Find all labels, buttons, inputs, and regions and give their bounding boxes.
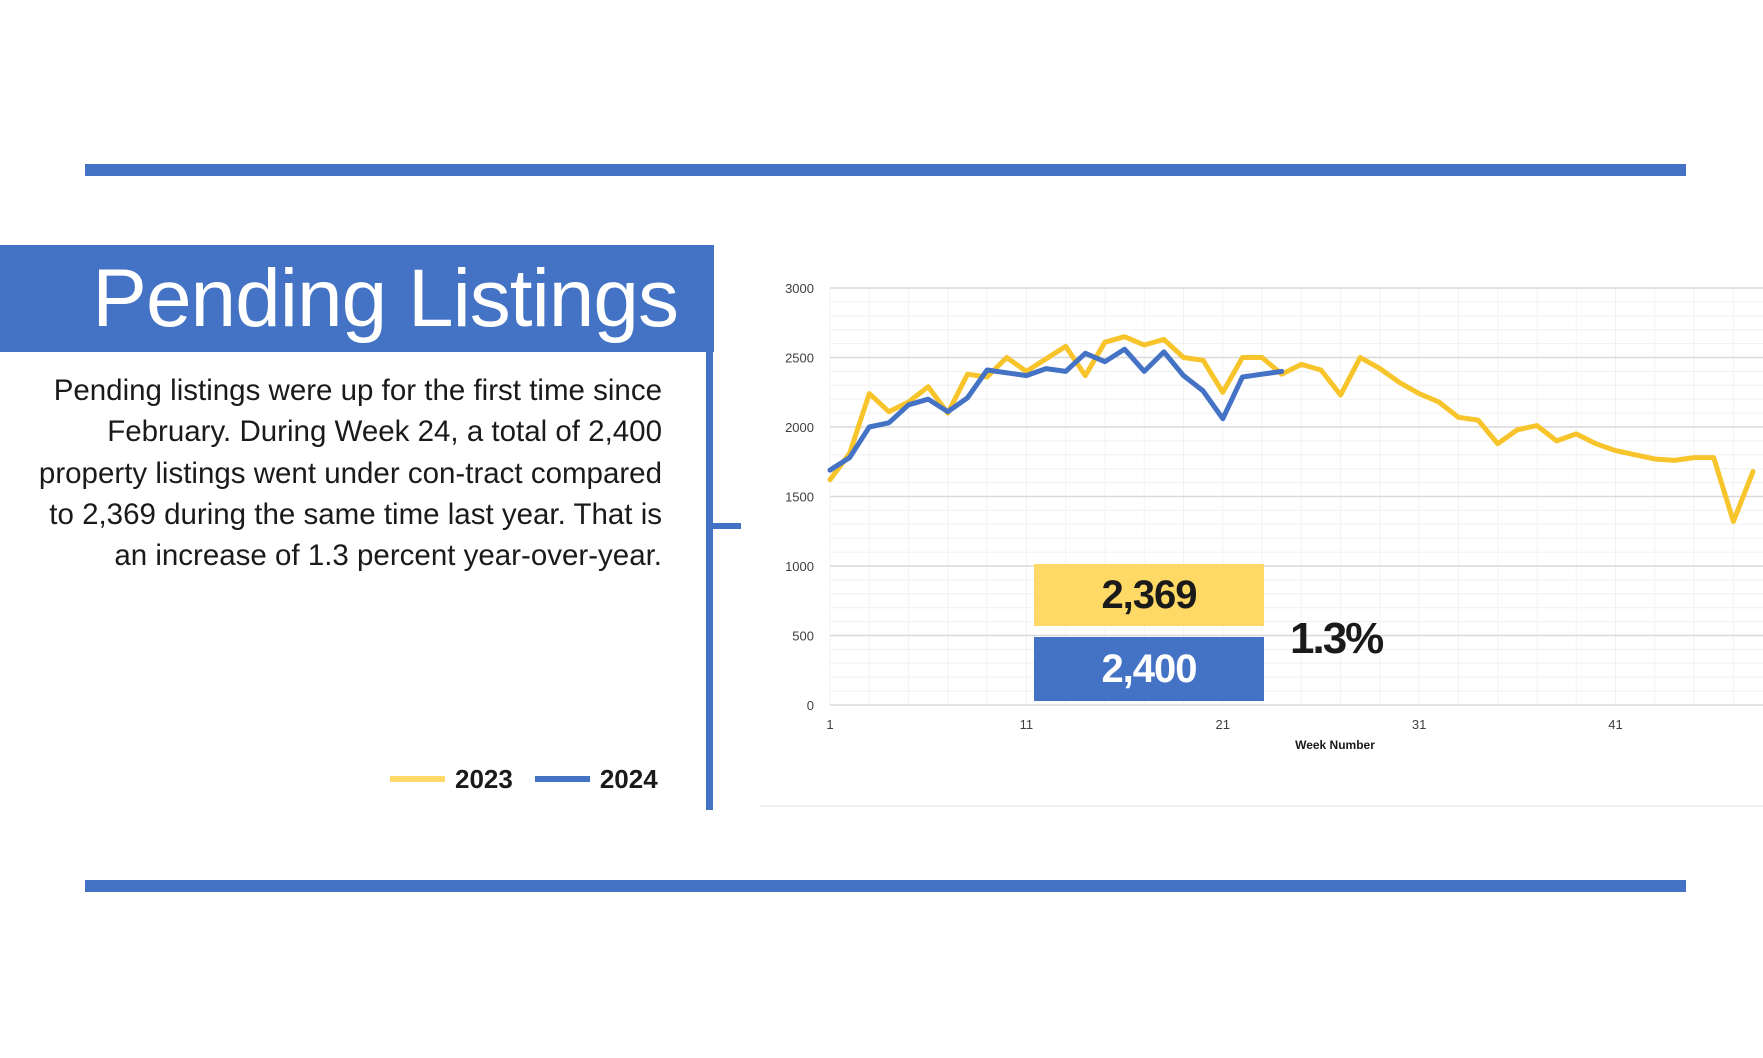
top-rule	[85, 164, 1686, 176]
series-line-2024	[827, 346, 1285, 473]
legend-swatch-2024	[534, 776, 590, 782]
legend-item-2023: 2023	[390, 764, 513, 795]
y-tick-label: 3000	[785, 281, 814, 296]
legend-item-2024: 2024	[534, 763, 658, 795]
legend-swatch-2023	[390, 776, 445, 782]
divider-line	[706, 352, 713, 810]
x-axis-label: Week Number	[1295, 738, 1375, 752]
legend: 2023 2024	[390, 762, 680, 796]
y-tick-label: 1500	[785, 490, 814, 505]
bottom-rule	[85, 880, 1686, 892]
y-tick-label: 500	[792, 629, 814, 644]
page-title: Pending Listings	[92, 253, 679, 344]
divider-tick	[706, 523, 741, 529]
x-tick-label: 31	[1412, 717, 1426, 732]
x-tick-label: 41	[1608, 717, 1622, 732]
y-tick-label: 1000	[785, 559, 814, 574]
x-tick-label: 1	[826, 717, 833, 732]
y-tick-label: 2000	[785, 420, 814, 435]
y-tick-label: 2500	[785, 351, 814, 366]
callout-2023-value: 2,369	[1034, 564, 1264, 626]
title-banner: Pending Listings	[0, 245, 714, 352]
x-tick-label: 11	[1020, 717, 1034, 732]
callout-2024-value: 2,400	[1034, 637, 1264, 701]
legend-label-2024: 2024	[599, 763, 658, 794]
percent-change: 1.3%	[1290, 614, 1384, 663]
x-tick-label: 21	[1216, 717, 1230, 732]
description-text: Pending listings were up for the first t…	[38, 374, 662, 573]
y-tick-label: 0	[807, 698, 814, 713]
legend-label-2023: 2023	[455, 763, 513, 794]
